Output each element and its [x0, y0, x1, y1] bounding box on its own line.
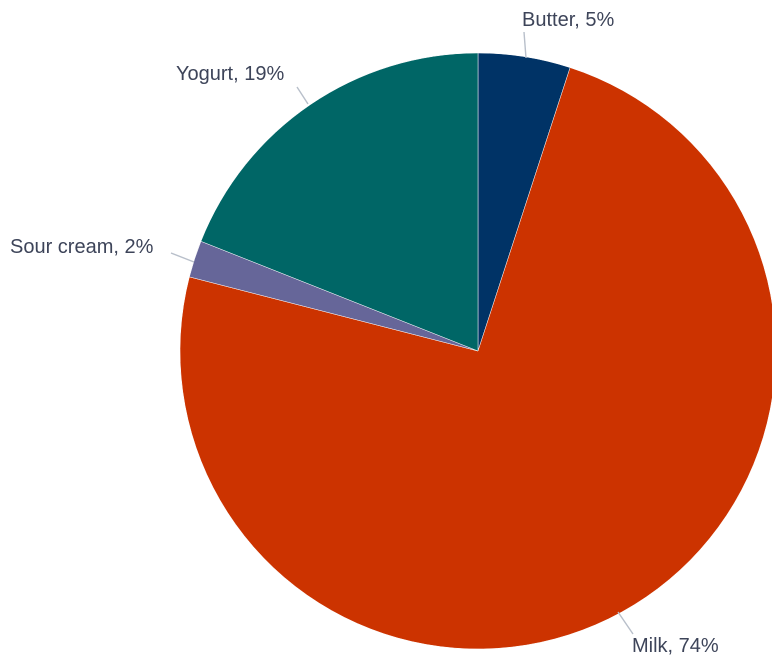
- data-label-sour-cream: Sour cream, 2%: [10, 236, 154, 258]
- pie-slices: [179, 52, 772, 650]
- leader-line-yogurt: [296, 86, 309, 105]
- data-label-milk: Milk, 74%: [632, 635, 719, 657]
- pie-slice-yogurt: [200, 52, 479, 352]
- pie-slice-milk: [179, 67, 772, 650]
- leader-line-milk: [617, 611, 634, 635]
- leader-line-sour-cream: [170, 252, 195, 263]
- data-label-butter: Butter, 5%: [522, 9, 614, 31]
- data-label-yogurt: Yogurt, 19%: [176, 63, 284, 85]
- data-labels: Butter, 5% Milk, 74% Sour cream, 2% Yogurt,…: [10, 9, 719, 657]
- leader-line-butter: [523, 31, 527, 59]
- label-leaders: [170, 31, 634, 635]
